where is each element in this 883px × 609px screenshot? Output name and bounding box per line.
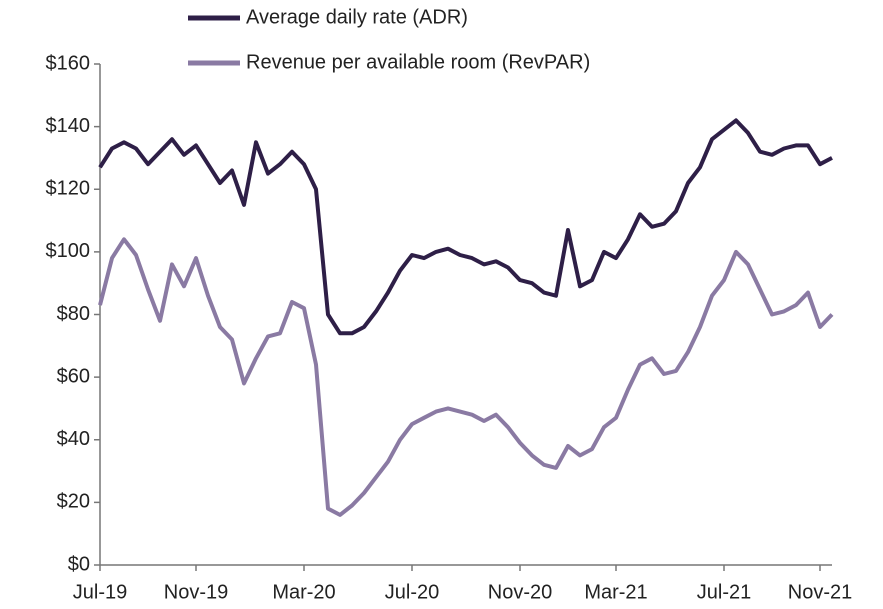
series-line <box>98 118 833 336</box>
y-tick-label: $160 <box>46 52 91 74</box>
x-tick-label: Mar-20 <box>272 581 335 603</box>
x-tick-label: Jul-19 <box>73 581 127 603</box>
x-tick-label: Nov-19 <box>164 581 228 603</box>
y-tick-label: $140 <box>46 115 91 137</box>
y-tick-label: $80 <box>57 303 90 325</box>
y-tick-label: $40 <box>57 428 90 450</box>
y-tick-label: $60 <box>57 365 90 387</box>
y-tick-label: $0 <box>68 553 90 575</box>
y-tick-label: $20 <box>57 491 90 513</box>
legend-label: Average daily rate (ADR) <box>246 6 468 28</box>
series-line <box>98 237 834 517</box>
x-tick-label: Mar-21 <box>584 581 647 603</box>
x-tick-label: Nov-21 <box>788 581 852 603</box>
legend-label: Revenue per available room (RevPAR) <box>246 51 590 73</box>
x-tick-label: Jul-21 <box>697 581 751 603</box>
y-tick-label: $100 <box>46 240 91 262</box>
x-tick-label: Nov-20 <box>488 581 552 603</box>
y-tick-label: $120 <box>46 178 91 200</box>
x-tick-label: Jul-20 <box>385 581 439 603</box>
